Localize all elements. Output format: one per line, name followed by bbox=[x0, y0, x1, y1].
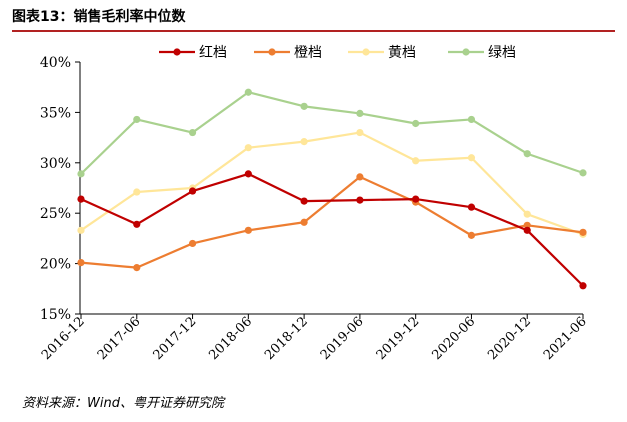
data-point bbox=[300, 138, 308, 146]
x-tick-label: 2018-06 bbox=[206, 314, 255, 363]
data-point bbox=[244, 226, 252, 234]
series-4 bbox=[77, 88, 587, 178]
legend-swatch-marker bbox=[268, 48, 276, 56]
data-point bbox=[467, 115, 476, 124]
data-point bbox=[188, 128, 197, 137]
data-point bbox=[579, 282, 587, 290]
x-tick-label: 2019-06 bbox=[318, 314, 367, 363]
y-tick-label: 30% bbox=[40, 156, 71, 172]
x-tick-label: 2018-12 bbox=[262, 314, 311, 363]
data-point bbox=[412, 119, 420, 128]
legend-label: 橙档 bbox=[294, 45, 322, 61]
legend-swatch-marker bbox=[173, 48, 181, 56]
source-note: 资料来源：Wind、粤开证券研究院 bbox=[22, 396, 224, 411]
data-point bbox=[523, 226, 531, 234]
legend-item: 橙档 bbox=[254, 45, 322, 61]
data-point bbox=[467, 154, 476, 162]
series-line bbox=[80, 91, 584, 175]
data-point bbox=[523, 210, 531, 218]
legend: 红档 橙档 黄档 绿档 bbox=[159, 44, 516, 61]
data-point bbox=[133, 220, 141, 228]
y-tick-label: 25% bbox=[40, 206, 71, 222]
x-tick-label: 2020-12 bbox=[485, 314, 534, 363]
data-point bbox=[412, 157, 420, 165]
data-point bbox=[244, 144, 252, 152]
x-tick-label: 2021-06 bbox=[541, 314, 590, 363]
data-point bbox=[133, 264, 141, 272]
data-point bbox=[356, 173, 364, 181]
data-point bbox=[188, 187, 197, 195]
data-point bbox=[300, 218, 308, 226]
y-tick-label: 20% bbox=[40, 257, 71, 273]
data-point bbox=[579, 228, 587, 236]
data-point bbox=[300, 197, 308, 205]
series-group bbox=[77, 88, 587, 290]
title-divider bbox=[12, 30, 615, 32]
axes: 15%20%25%30%35%40%2016-12 2017-06 2017-12 2… bbox=[39, 55, 590, 363]
series-line bbox=[80, 131, 584, 236]
data-point bbox=[300, 102, 308, 110]
data-point bbox=[244, 88, 252, 96]
data-point bbox=[133, 115, 141, 124]
data-point bbox=[77, 195, 85, 203]
data-point bbox=[133, 188, 141, 196]
series-1 bbox=[77, 170, 587, 290]
data-point bbox=[467, 231, 476, 239]
data-point bbox=[77, 226, 85, 234]
data-point bbox=[523, 221, 531, 229]
legend-item: 绿档 bbox=[448, 45, 516, 61]
y-tick-label: 15% bbox=[40, 307, 71, 323]
legend-item: 黄档 bbox=[348, 44, 416, 61]
series-3 bbox=[77, 128, 587, 238]
data-point bbox=[77, 258, 85, 267]
data-point bbox=[77, 170, 85, 178]
data-point bbox=[188, 239, 197, 248]
y-tick-label: 40% bbox=[40, 55, 71, 71]
data-point bbox=[412, 195, 420, 203]
legend-swatch-marker bbox=[362, 48, 370, 56]
data-point bbox=[579, 169, 587, 177]
legend-item: 红档 bbox=[159, 45, 227, 61]
legend-label: 黄档 bbox=[388, 44, 416, 61]
legend-label: 红档 bbox=[199, 45, 227, 61]
figure-title: 图表13：销售毛利率中位数 bbox=[12, 9, 186, 25]
data-point bbox=[356, 196, 364, 204]
legend-label: 绿档 bbox=[488, 45, 516, 61]
data-point bbox=[467, 203, 476, 211]
x-tick-label: 2017-06 bbox=[95, 314, 144, 363]
data-point bbox=[356, 109, 364, 118]
legend-swatch-marker bbox=[462, 48, 470, 56]
series-line bbox=[80, 172, 584, 287]
data-point bbox=[523, 150, 531, 158]
data-point bbox=[244, 170, 252, 178]
x-tick-label: 2020-06 bbox=[429, 314, 478, 363]
data-point bbox=[356, 128, 364, 137]
y-tick-label: 35% bbox=[40, 105, 71, 121]
x-tick-label: 2019-12 bbox=[374, 314, 423, 363]
x-tick-label: 2017-12 bbox=[151, 314, 200, 363]
